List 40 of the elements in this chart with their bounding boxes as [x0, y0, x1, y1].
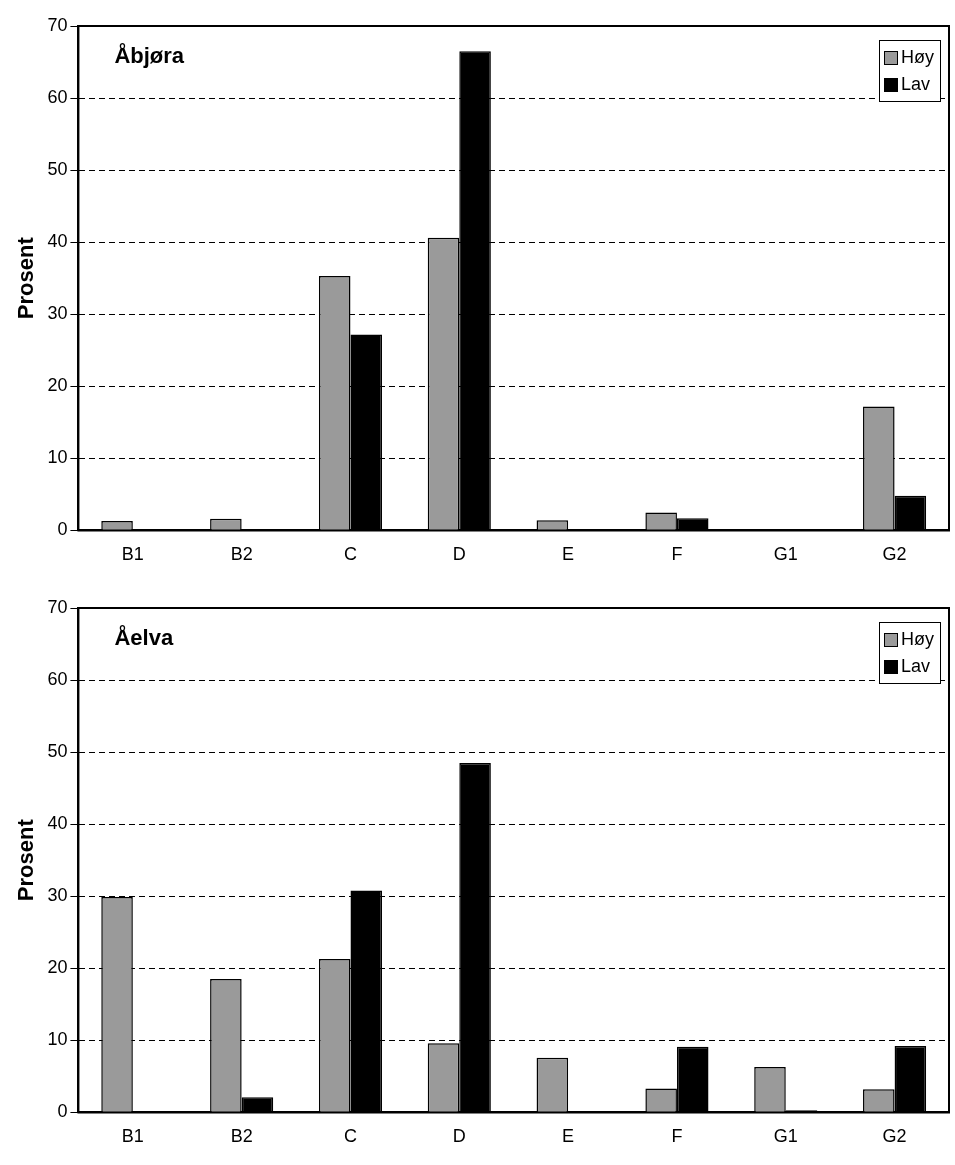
- x-tick-label: B2: [230, 544, 253, 565]
- y-axis-title: Prosent: [13, 236, 39, 320]
- legend-label: Lav: [901, 655, 931, 678]
- y-tick-label: 60: [47, 669, 68, 690]
- y-tick-label: 60: [47, 87, 68, 108]
- y-axis-title: Prosent: [13, 818, 39, 902]
- y-tick-label: 0: [57, 519, 68, 540]
- y-tick-label: 20: [47, 957, 68, 978]
- legend-label: Høy: [901, 628, 934, 651]
- y-tick-label: 50: [47, 159, 68, 180]
- legend-label: Høy: [901, 46, 934, 69]
- text: Åelva: [114, 624, 174, 651]
- x-tick-label: G2: [882, 1126, 907, 1147]
- y-tick-label: 40: [47, 813, 68, 834]
- x-tick-label: C: [343, 544, 357, 565]
- y-tick-label: 30: [47, 885, 68, 906]
- text: Åbjøra: [114, 42, 185, 69]
- y-tick-label: 0: [57, 1101, 68, 1122]
- x-tick-label: B2: [230, 1126, 253, 1147]
- y-tick-label: 10: [47, 1029, 68, 1050]
- x-tick-label: D: [452, 1126, 466, 1147]
- y-tick-label: 50: [47, 741, 68, 762]
- x-tick-label: B1: [121, 1126, 144, 1147]
- y-tick-label: 10: [47, 447, 68, 468]
- y-tick-label: 40: [47, 231, 68, 252]
- y-tick-label: 30: [47, 303, 68, 324]
- x-tick-label: F: [671, 1126, 683, 1147]
- x-tick-label: F: [671, 544, 683, 565]
- x-tick-label: G1: [773, 1126, 798, 1147]
- x-tick-label: E: [562, 1126, 575, 1147]
- x-tick-label: G2: [882, 544, 907, 565]
- x-tick-label: G1: [773, 544, 798, 565]
- x-tick-label: C: [343, 1126, 357, 1147]
- y-tick-label: 20: [47, 375, 68, 396]
- legend-label: Lav: [901, 73, 931, 96]
- y-tick-label: 70: [47, 596, 68, 617]
- x-tick-label: E: [562, 544, 575, 565]
- y-tick-label: 70: [47, 14, 68, 35]
- x-tick-label: B1: [121, 544, 144, 565]
- x-tick-label: D: [452, 544, 466, 565]
